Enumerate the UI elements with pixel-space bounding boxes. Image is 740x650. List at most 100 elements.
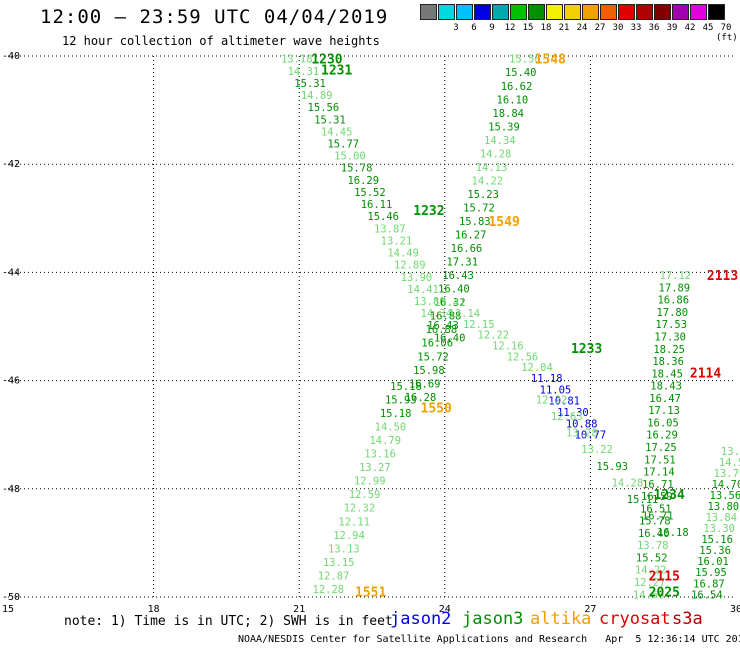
pass-number-label: 2115 (649, 569, 680, 584)
lon-tick-label: 15 (2, 604, 14, 615)
legend-swatch (672, 4, 689, 20)
wave-height-value: 15.18 (380, 408, 412, 420)
wave-height-value: 13.87 (374, 223, 406, 235)
wave-height-value: 16.32 (434, 297, 466, 309)
wave-height-value: 11.18 (531, 373, 563, 385)
pass-number-label: 1231 (321, 64, 352, 79)
wave-height-value: 13.80 (708, 501, 740, 513)
wave-height-value: 10.88 (566, 418, 598, 430)
wave-height-value: 17.14 (643, 467, 675, 479)
wave-height-value: 13.84 (705, 512, 737, 524)
lat-tick-label: -42 (2, 159, 20, 170)
pass-number-label: 2114 (690, 366, 721, 381)
wave-height-value: 16.88 (426, 324, 458, 336)
legend-label: 42 (684, 23, 696, 33)
wave-height-value: 16.27 (455, 230, 487, 242)
legend-label: 12 (504, 23, 516, 33)
wave-height-value: 16.88 (430, 311, 462, 323)
wave-height-value: 13.80 (414, 296, 446, 308)
wave-height-value: 12.99 (354, 476, 386, 488)
wave-height-value: 14.28 (480, 148, 512, 160)
wave-height-value: 14.31 (288, 66, 320, 78)
legend-swatch (564, 4, 581, 20)
wave-height-value: 17.53 (655, 319, 687, 331)
satellite-s3a-label: s3a (672, 609, 703, 629)
footer-credit: NOAA/NESDIS Center for Satellite Applica… (238, 634, 740, 645)
wave-height-value: 13.16 (364, 449, 396, 461)
wave-height-value: 16.59 (641, 491, 673, 503)
satellite-cryosat-label: cryosat (599, 609, 671, 629)
wave-height-value: 14.66 (633, 589, 665, 601)
wave-height-value: 14.45 (321, 126, 353, 138)
wave-height-value: 11.30 (557, 407, 589, 419)
legend-label: 6 (471, 23, 477, 33)
wave-height-value: 15.00 (334, 151, 366, 163)
wave-height-value: 15.40 (505, 67, 537, 79)
wave-height-value: 16.28 (405, 392, 437, 404)
wave-height-value: 12.15 (463, 319, 495, 331)
wave-height-value: 12.27 (634, 577, 666, 589)
wave-height-value: 15.98 (413, 365, 445, 377)
lat-tick-label: -50 (2, 592, 20, 603)
legend-swatch (708, 4, 725, 20)
legend-swatch (618, 4, 635, 20)
wave-height-value: 13.56 (710, 490, 740, 502)
wave-height-value: 13.21 (381, 235, 413, 247)
wave-height-value: 15.52 (354, 187, 386, 199)
lon-tick-label: 21 (293, 604, 305, 615)
wave-height-value: 16.43 (442, 270, 474, 282)
wave-height-value: 17.13 (648, 405, 680, 417)
legend-label: 21 (558, 23, 570, 33)
wave-height-value: 12.11 (338, 516, 370, 528)
legend-label: 3 (453, 23, 459, 33)
wave-height-value: 15.93 (385, 395, 417, 407)
wave-height-value: 15.56 (509, 54, 541, 66)
wave-height-value: 18.25 (653, 344, 685, 356)
wave-height-value: 14.34 (484, 135, 516, 147)
legend-label: 18 (540, 23, 552, 33)
pass-number-label: 2113 (707, 269, 738, 284)
pass-number-label: 1551 (355, 586, 386, 601)
wave-height-value: 16.18 (657, 527, 689, 539)
wave-height-value: 15.36 (699, 545, 731, 557)
lat-tick-label: -48 (2, 484, 20, 495)
legend-swatch (420, 4, 437, 20)
wave-height-value: 16.10 (497, 94, 529, 106)
lon-tick-label: 27 (584, 604, 596, 615)
wave-height-value: 15.95 (695, 567, 727, 579)
wave-height-value: 12.94 (333, 530, 365, 542)
legend-swatch (582, 4, 599, 20)
wave-height-value: 14.50 (375, 422, 407, 434)
pass-number-label: 2025 (649, 586, 680, 601)
wave-height-value: 18.45 (651, 368, 683, 380)
wave-height-value: 12.32 (344, 503, 376, 515)
wave-height-value: 13.28 (566, 428, 598, 440)
satellite-jason2-label: jason2 (390, 609, 452, 629)
wave-height-value: 13.79 (714, 468, 740, 480)
wave-height-value: 13.41 (434, 297, 466, 309)
wave-height-value: 11.05 (540, 384, 572, 396)
wave-height-value: 18.36 (652, 356, 684, 368)
lon-tick-label: 18 (148, 604, 160, 615)
legend-swatch (474, 4, 491, 20)
wave-height-value: 16.40 (638, 528, 670, 540)
wave-height-value: 15.31 (294, 78, 326, 90)
legend-swatch (528, 4, 545, 20)
wave-height-value: 16.40 (434, 332, 466, 344)
legend-label: 39 (666, 23, 678, 33)
wave-height-value: 16.05 (647, 417, 679, 429)
wave-height-value: 16.06 (421, 338, 453, 350)
altimeter-tracks: 13.1814.3115.3114.8915.5615.3114.4515.77… (281, 54, 740, 602)
wave-height-value: 16.11 (361, 199, 393, 211)
pass-number-label: 1230 (311, 53, 342, 68)
wave-height-value: 12.63 (551, 411, 583, 423)
wave-height-value: 17.89 (659, 282, 691, 294)
wave-height-value: 13.9 (721, 446, 740, 458)
wave-height-value: 16.69 (409, 378, 441, 390)
wave-height-value: 13.90 (401, 272, 433, 284)
wave-height-value: 14.5 (719, 457, 740, 469)
wave-height-value: 12.56 (507, 351, 539, 363)
wave-height-value: 12.28 (313, 584, 345, 596)
wave-height-value: 15.11 (627, 494, 659, 506)
